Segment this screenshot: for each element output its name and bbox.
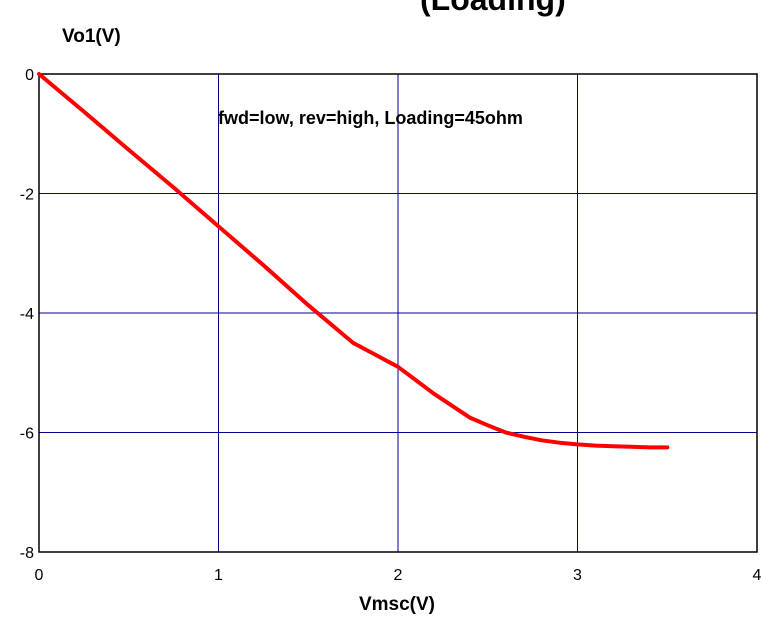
tick-labels: 0 1 2 3 4 0 -2 -4 -6 -8 (20, 67, 761, 584)
chart-annotation: fwd=low, rev=high, Loading=45ohm (218, 108, 523, 128)
y-tick-label: -4 (20, 306, 34, 323)
x-tick-label: 4 (753, 567, 761, 584)
x-axis-label: Vmsc(V) (359, 594, 435, 615)
x-tick-label: 2 (394, 567, 403, 584)
y-tick-label: -2 (20, 187, 34, 204)
grid-lines (39, 74, 757, 552)
y-tick-label: -8 (20, 545, 34, 562)
series-line (37, 72, 670, 450)
plot-frame (38, 73, 758, 553)
x-tick-label: 1 (214, 567, 223, 584)
chart-title-fragment: (Loading) (420, 0, 566, 17)
y-axis-label: Vo1(V) (62, 26, 121, 47)
x-tick-label: 0 (35, 567, 44, 584)
y-tick-label: -6 (20, 426, 34, 443)
x-tick-label: 3 (573, 567, 582, 584)
y-tick-label: 0 (25, 67, 34, 84)
